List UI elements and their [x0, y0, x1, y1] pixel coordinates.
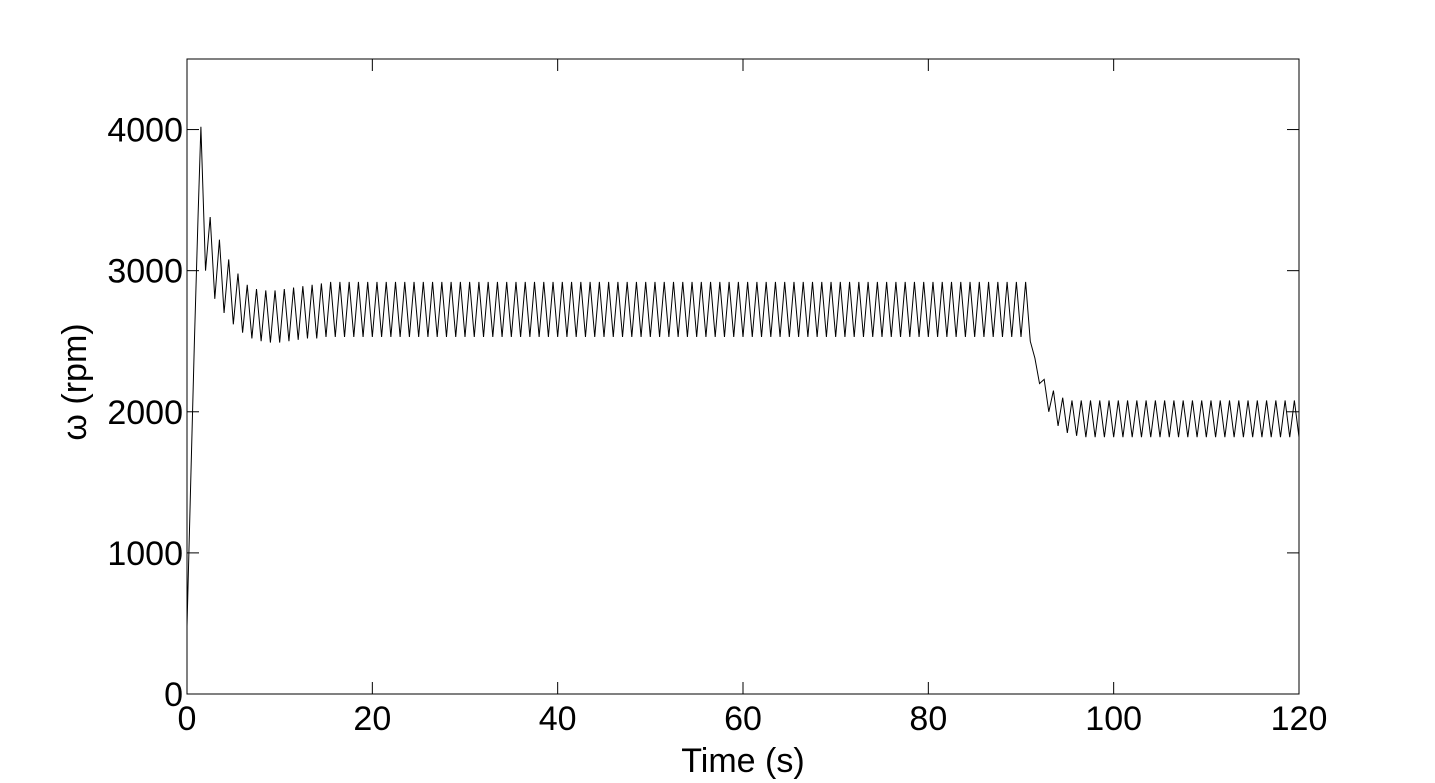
x-tick-label: 20 [353, 700, 391, 738]
y-axis-label: ω (rpm) [56, 323, 94, 440]
x-tick-label: 100 [1085, 700, 1142, 738]
y-tick-label: 1000 [107, 535, 183, 573]
x-tick-label: 120 [1271, 700, 1328, 738]
x-axis-label: Time (s) [681, 742, 804, 780]
x-tick-label: 40 [539, 700, 577, 738]
y-tick-label: 2000 [107, 394, 183, 432]
x-tick-label: 0 [178, 700, 197, 738]
x-tick-label: 80 [909, 700, 947, 738]
data-line [186, 126, 1300, 627]
plot-frame [186, 58, 1300, 695]
x-tick-label: 60 [724, 700, 762, 738]
y-tick-label: 0 [164, 676, 183, 714]
y-tick-label: 3000 [107, 253, 183, 291]
y-tick-label: 4000 [107, 112, 183, 150]
